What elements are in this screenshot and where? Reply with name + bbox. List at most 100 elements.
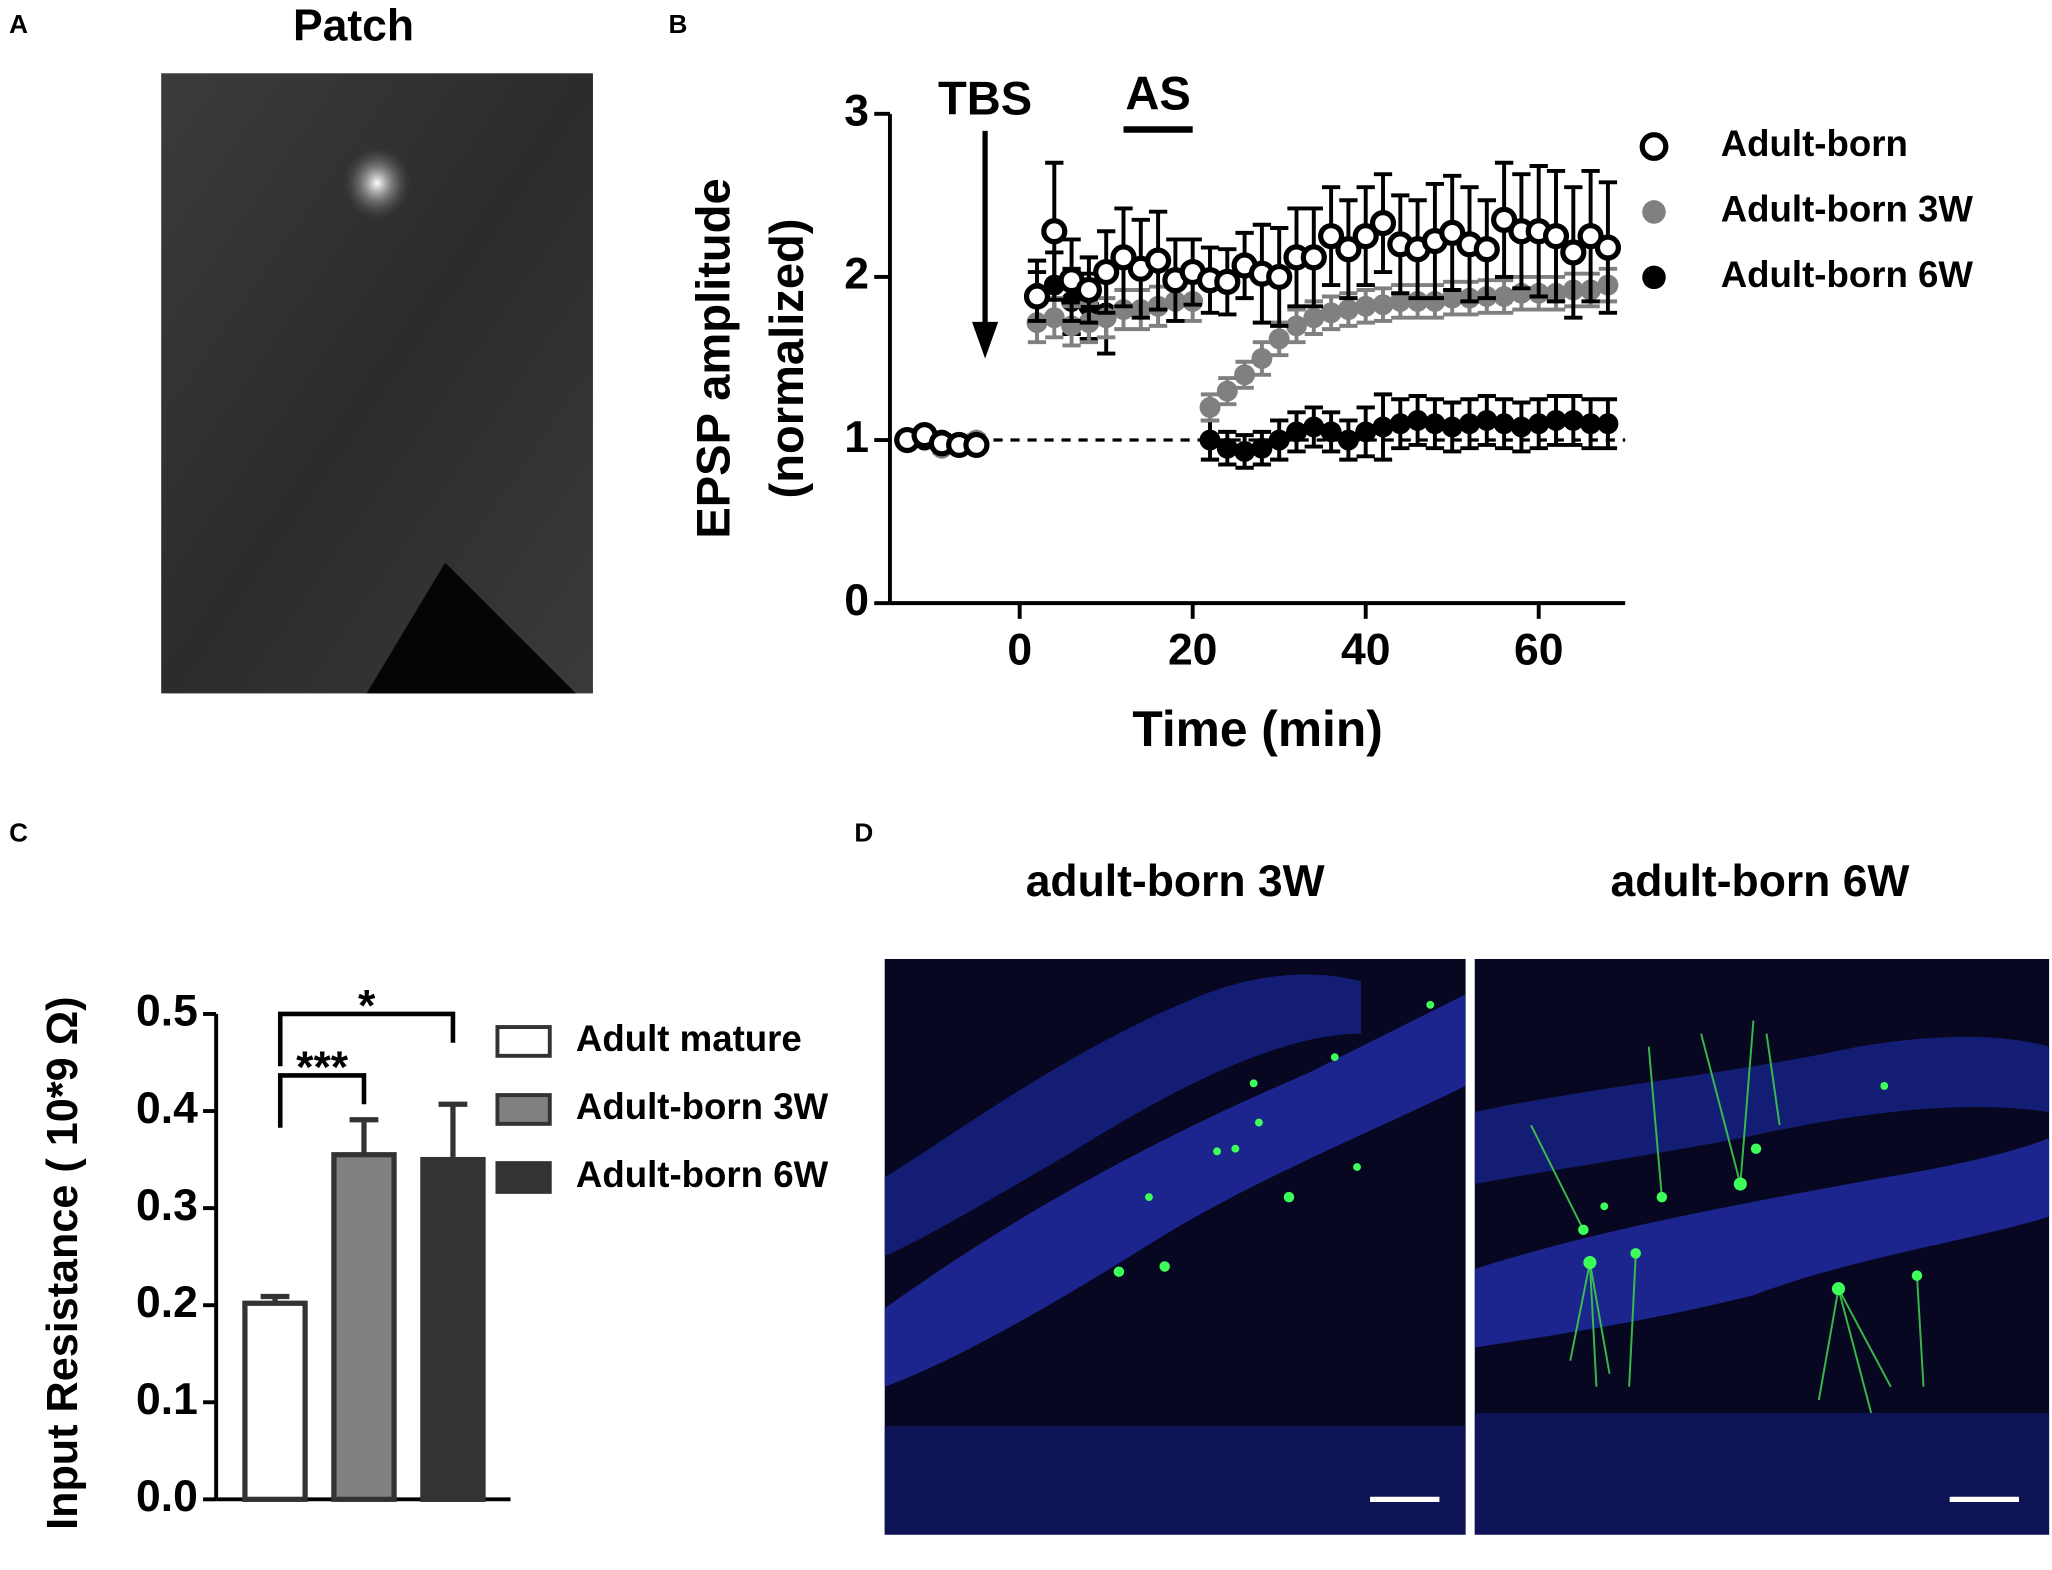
data-point [1562,409,1584,431]
significance-label: * [358,981,376,1030]
data-point [1216,380,1238,402]
data-point [1407,409,1429,431]
data-point [1286,315,1307,337]
y-tick-label: 0.4 [136,1084,198,1133]
legend-swatch [495,1025,552,1058]
data-point [1580,413,1602,435]
x-tick-label: 20 [1168,626,1217,675]
data-point [1075,276,1102,304]
annotation: AS [1125,66,1190,119]
legend-label: Adult-born 3W [1721,189,1974,230]
panel-label: A [9,9,28,39]
data-point [1320,421,1342,443]
significance-bracket [277,1011,456,1067]
legend-label: Adult-born 6W [1721,254,1974,295]
x-tick-label: 40 [1341,626,1390,675]
y-tick-label: 0.1 [136,1375,198,1424]
data-point [1476,409,1498,431]
data-point [1528,413,1550,435]
legend-label: Adult-born 6W [576,1154,829,1195]
panel-label: B [669,9,688,39]
error-bar [438,1101,468,1160]
legend-marker [1642,200,1666,224]
data-point [1234,364,1256,386]
data-point [1041,218,1068,245]
panel-label: D [854,818,873,848]
y-tick-label: 1 [844,413,869,462]
data-point [1303,416,1325,438]
data-point [1459,413,1480,435]
data-point [1355,421,1377,443]
data-point [1352,223,1379,250]
data-point [1389,413,1411,435]
data-point [1110,244,1137,271]
x-tick-label: 60 [1514,626,1563,675]
y-tick-label: 2 [844,250,869,299]
data-point [1337,299,1359,321]
micrograph-3w [884,959,1466,1535]
data-point [1473,236,1500,263]
bar [420,1156,486,1502]
y-tick-label: 3 [844,87,869,136]
image-title: adult-born 6W [1611,857,1910,906]
data-point [1251,348,1273,369]
data-point [1491,206,1518,233]
data-point [1216,437,1238,459]
error-bar [349,1117,379,1155]
legend-label: Adult-born [1721,123,1908,164]
significance-label: *** [296,1043,349,1092]
y-tick-label: 0.5 [136,987,198,1036]
legend-label: Adult mature [576,1018,802,1059]
data-point [1369,210,1397,237]
data-point [1577,223,1604,250]
data-point [1268,328,1290,350]
data-point [1266,263,1293,291]
data-point [1510,416,1532,438]
data-point [1214,268,1241,295]
data-point [1355,295,1377,317]
data-point [1199,396,1221,418]
bar [242,1300,308,1502]
arrow-head [972,321,999,359]
data-point [1113,299,1134,321]
x-axis-label: Time (min) [1132,701,1382,757]
y-axis-label: EPSP amplitude [687,178,740,538]
data-point [1439,219,1466,246]
y-tick-label: 0.3 [136,1181,198,1230]
data-point [1199,429,1221,451]
x-tick-label: 0 [1007,626,1032,675]
data-point [1234,440,1256,462]
data-point [1335,236,1362,263]
image-title: adult-born 3W [1026,857,1325,906]
bar [331,1152,397,1502]
error-bar [260,1293,290,1304]
legend-marker [1642,265,1666,290]
data-point [1318,223,1345,250]
y-axis-label: (normalized) [760,218,813,498]
legend-swatch [495,1161,552,1194]
y-axis-label: Input Resistance ( 10*9 Ω) [39,996,87,1529]
data-point [1441,287,1463,309]
data-point [1372,294,1394,316]
data-point [1145,247,1172,274]
micrograph-patch [161,73,593,694]
data-point [1493,413,1515,435]
data-point [1424,413,1446,435]
panel-label: C [9,818,28,848]
data-point [1251,437,1273,459]
y-tick-label: 0.2 [136,1278,198,1327]
data-point [1594,234,1621,261]
data-point [1303,307,1325,329]
data-point [1043,307,1065,329]
data-point [1286,421,1307,443]
data-point [1407,290,1429,312]
legend-label: Adult-born 3W [576,1086,829,1127]
data-point [1300,244,1327,271]
legend-swatch [495,1093,552,1126]
data-point [963,431,990,459]
data-point [1424,290,1446,312]
data-point [1545,409,1567,431]
image-title: Patch [293,2,414,51]
